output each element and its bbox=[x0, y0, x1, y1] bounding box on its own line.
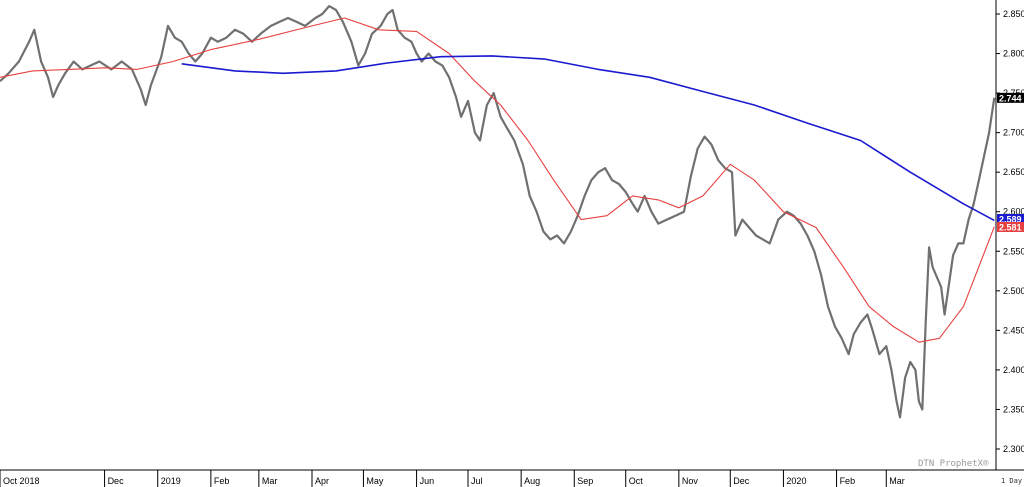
x-tick-label: Mar bbox=[262, 476, 278, 486]
x-tick-label: Feb bbox=[840, 476, 856, 486]
short-moving-average-line bbox=[0, 17, 995, 343]
y-tick-label: 2.650 bbox=[1003, 167, 1024, 177]
x-tick-label: 2020 bbox=[786, 476, 806, 486]
price-line bbox=[0, 4, 996, 419]
price-flag-box bbox=[997, 214, 1024, 224]
x-tick-label: Feb bbox=[214, 476, 230, 486]
x-tick-label: May bbox=[366, 476, 384, 486]
price-flag: 2.744 bbox=[997, 92, 1024, 103]
long-moving-average-line bbox=[181, 55, 995, 222]
y-tick-label: 2.500 bbox=[1003, 286, 1024, 296]
x-tick-label: Jun bbox=[420, 476, 435, 486]
x-tick-label: 2019 bbox=[161, 476, 181, 486]
price-flag-label: 2.589 bbox=[999, 215, 1022, 225]
y-tick-label: 2.400 bbox=[1003, 365, 1024, 375]
y-tick-label: 2.700 bbox=[1003, 128, 1024, 138]
price-flag: 2.581 bbox=[997, 222, 1024, 233]
x-tick-label: Dec bbox=[108, 476, 125, 486]
x-tick-label: Oct 2018 bbox=[3, 476, 40, 486]
watermark-text: DTN ProphetX® bbox=[918, 459, 989, 469]
y-tick-label: 2.450 bbox=[1003, 325, 1024, 335]
price-flag: 2.589 bbox=[997, 214, 1024, 225]
x-tick-label: Nov bbox=[682, 476, 699, 486]
y-tick-label: 2.550 bbox=[1003, 246, 1024, 256]
y-tick-label: 2.850 bbox=[1003, 9, 1024, 19]
x-tick-label: Jul bbox=[471, 476, 483, 486]
price-flag-label: 2.581 bbox=[999, 223, 1022, 233]
y-tick-label: 2.600 bbox=[1003, 207, 1024, 217]
x-tick-label: Apr bbox=[315, 476, 329, 486]
period-label: 1 Day bbox=[1001, 477, 1022, 485]
x-axis: Oct 2018 Dec 2019 Feb Mar Apr May Jun Jul Aug Sep O… bbox=[0, 470, 905, 487]
x-tick-label: Aug bbox=[524, 476, 540, 486]
y-tick-label: 2.800 bbox=[1003, 49, 1024, 59]
x-tick-label: Mar bbox=[889, 476, 905, 486]
y-tick-label: 2.350 bbox=[1003, 404, 1024, 414]
y-tick-label: 2.300 bbox=[1003, 444, 1024, 454]
price-flag-box bbox=[997, 222, 1024, 232]
x-tick-label: Dec bbox=[733, 476, 750, 486]
series-layer bbox=[0, 4, 996, 419]
x-tick-label: Sep bbox=[577, 476, 593, 486]
price-flag-box bbox=[997, 92, 1024, 103]
price-flag-label: 2.744 bbox=[999, 93, 1022, 103]
x-tick-label: Oct bbox=[629, 476, 644, 486]
